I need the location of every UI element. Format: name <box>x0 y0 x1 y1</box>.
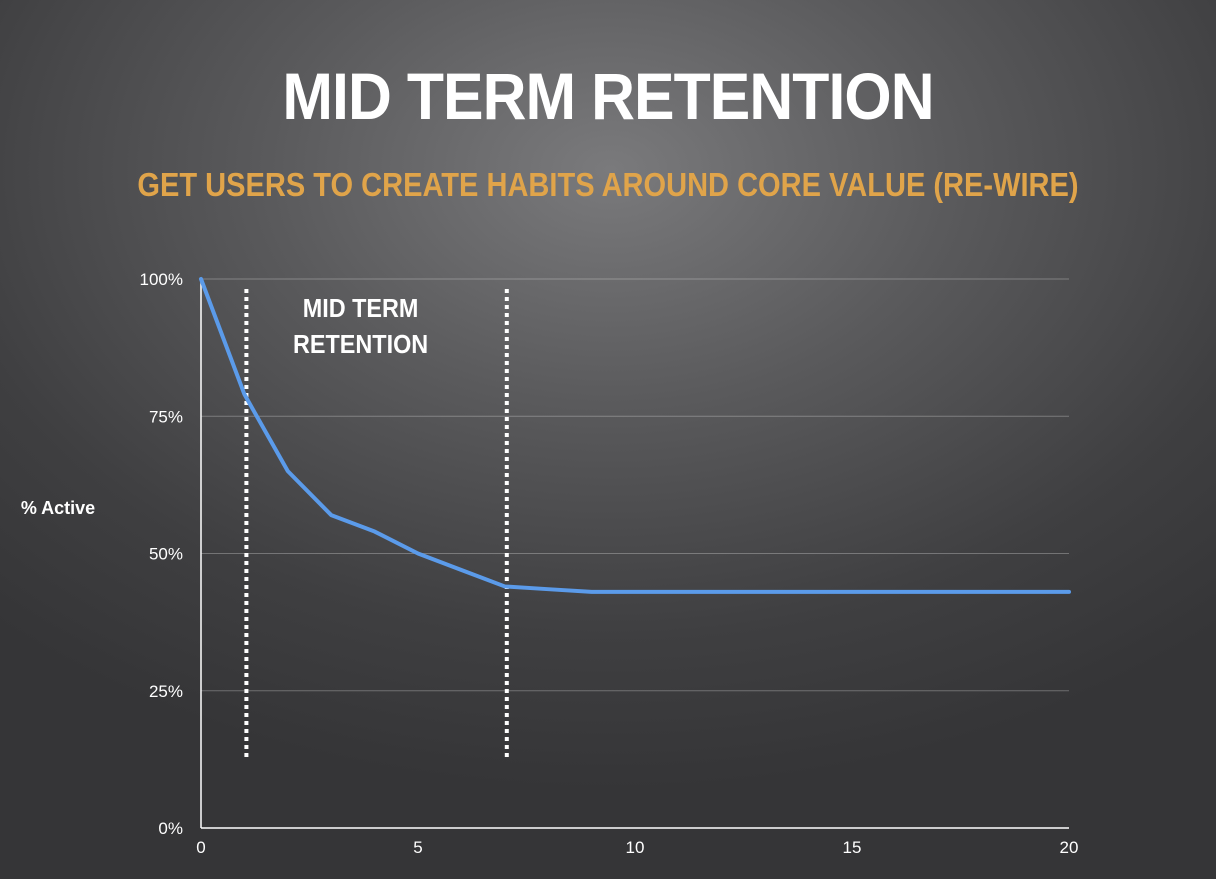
annotation-text-line-1: MID TERM <box>303 295 419 323</box>
x-tick-label-20: 20 <box>1060 838 1079 857</box>
annotation-text-line-2: RETENTION <box>293 331 428 359</box>
y-tick-label-100: 100% <box>140 270 183 289</box>
series-line-1 <box>199 277 1071 594</box>
y-tick-label-75: 75% <box>149 407 183 426</box>
y-tick-label-50: 50% <box>149 545 183 564</box>
y-axis-label: % Active <box>21 498 95 518</box>
chart-subtitle: GET USERS TO CREATE HABITS AROUND CORE V… <box>137 166 1079 203</box>
x-tick-label-0: 0 <box>196 838 205 857</box>
y-tick-label-25: 25% <box>149 682 183 701</box>
x-tick-label-5: 5 <box>413 838 422 857</box>
chart-title: MID TERM RETENTION <box>282 59 934 133</box>
x-tick-label-15: 15 <box>843 838 862 857</box>
y-tick-label-0: 0% <box>158 819 183 838</box>
x-tick-label-10: 10 <box>626 838 645 857</box>
